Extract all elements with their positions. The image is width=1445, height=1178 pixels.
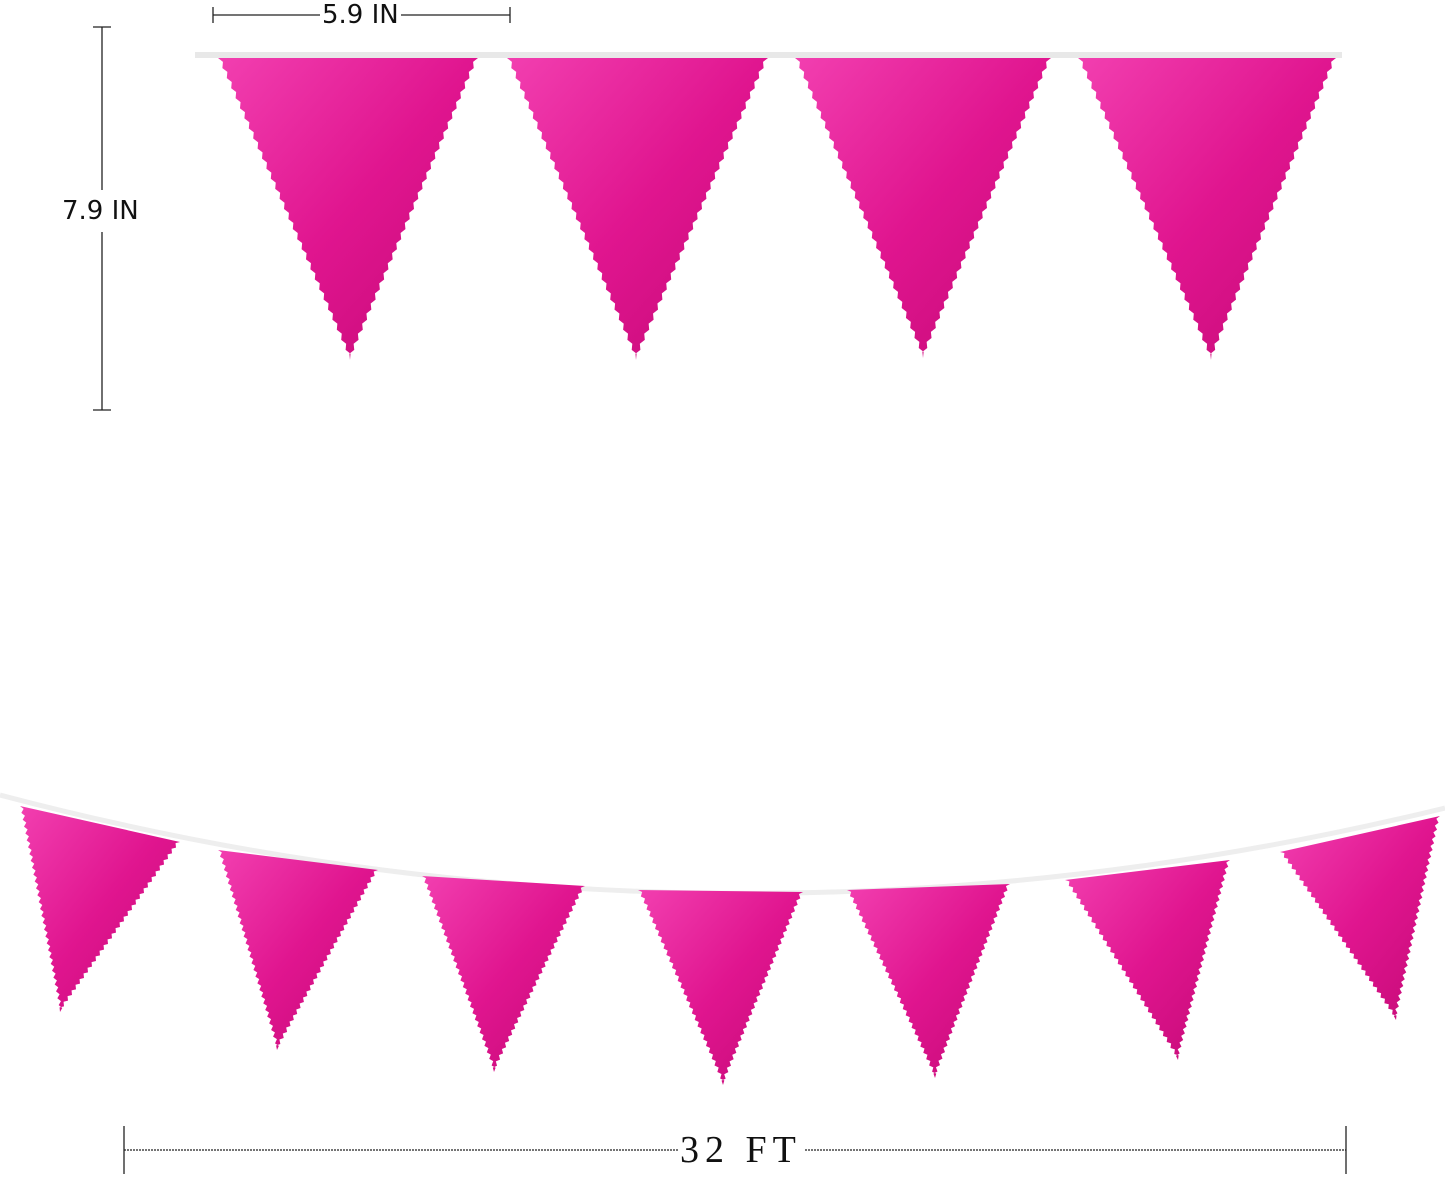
bottom-pennant-flag (847, 884, 1010, 1078)
top-pennant-flag (1078, 58, 1336, 360)
flag-width-label: 5.9 IN (320, 0, 401, 30)
top-pennant-flag (507, 58, 768, 360)
top-string (195, 52, 1342, 58)
bottom-pennant-flag (20, 806, 180, 1012)
bottom-pennant-flag (1280, 816, 1440, 1020)
bottom-string (0, 792, 1445, 896)
bottom-pennant-flag (638, 890, 803, 1085)
bottom-pennant-flag (1065, 860, 1230, 1060)
bottom-pennant-flag (218, 850, 378, 1050)
top-pennant-flag (795, 58, 1051, 358)
total-length-label: 32 FT (678, 1128, 804, 1172)
flag-height-label: 7.9 IN (62, 190, 139, 232)
bottom-pennant-flag (422, 876, 585, 1072)
top-pennant-flag (218, 58, 478, 360)
